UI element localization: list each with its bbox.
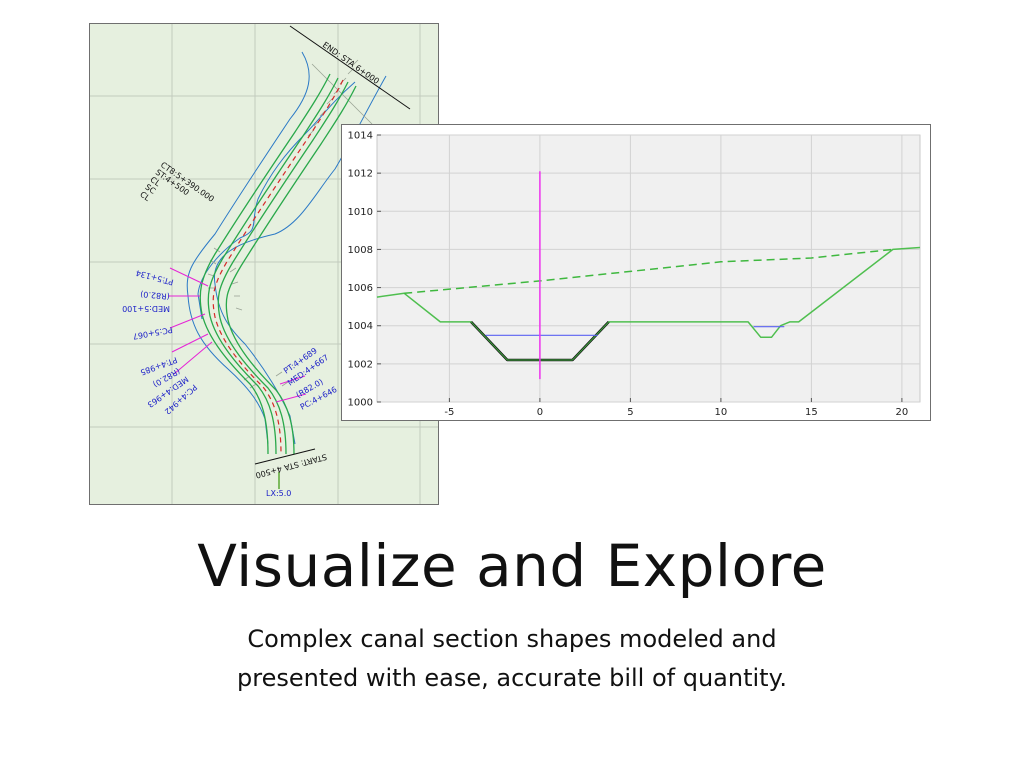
y-tick-label: 1008: [348, 245, 373, 256]
canal-centerline: [212, 79, 344, 455]
curve-group-labels: CT8:5+390.000 ST:4+500 CL SC CL: [138, 160, 216, 204]
y-axis-ticks: 1000 1002 1004 1006 1008 1010 1012 1014: [348, 131, 381, 409]
x-tick-label: 0: [537, 407, 543, 418]
start-station-line: [254, 448, 316, 465]
chart-series: [376, 171, 921, 380]
y-tick-label: 1002: [348, 359, 373, 370]
x-tick-label: -5: [444, 407, 454, 418]
pt-5134-label: PT:5+134: [135, 268, 175, 287]
series-line-0: [376, 246, 921, 361]
end-station-line: [289, 25, 411, 110]
x-tick-label: 5: [627, 407, 633, 418]
lx-label: LX:5.0: [266, 489, 291, 498]
end-station-label: END: STA 6+000: [321, 40, 381, 86]
x-axis-ticks: -5 0 5 10 15 20: [444, 398, 908, 418]
y-tick-label: 1010: [348, 207, 373, 218]
pc-5067-label: PC:5+067: [132, 325, 173, 341]
y-tick-label: 1004: [348, 321, 373, 332]
cross-section-panel: -5 0 5 10 15 20 1000 1002 1004 1006 1008 1010 1012 1…: [341, 124, 931, 421]
med-5100-label: MED:5+100: [122, 304, 170, 313]
plot-area: [376, 134, 921, 403]
headline: Visualize and Explore: [197, 532, 827, 600]
y-tick-label: 1000: [348, 398, 373, 409]
callout-lines: [168, 267, 307, 403]
y-tick-label: 1012: [348, 169, 373, 180]
start-station-label: START: STA 4+500: [255, 452, 328, 480]
r820-a-label: (R82.0): [140, 289, 170, 301]
canal-channel: [199, 73, 357, 455]
y-tick-label: 1014: [348, 131, 373, 142]
series-line-1: [404, 248, 893, 295]
subtitle: Complex canal section shapes modeled and…: [237, 625, 787, 692]
x-tick-label: 15: [805, 407, 818, 418]
y-tick-label: 1006: [348, 283, 373, 294]
x-tick-label: 10: [715, 407, 728, 418]
cross-section-chart: -5 0 5 10 15 20 10001002100410061008101010121…: [348, 131, 921, 418]
x-tick-label: 20: [896, 407, 909, 418]
